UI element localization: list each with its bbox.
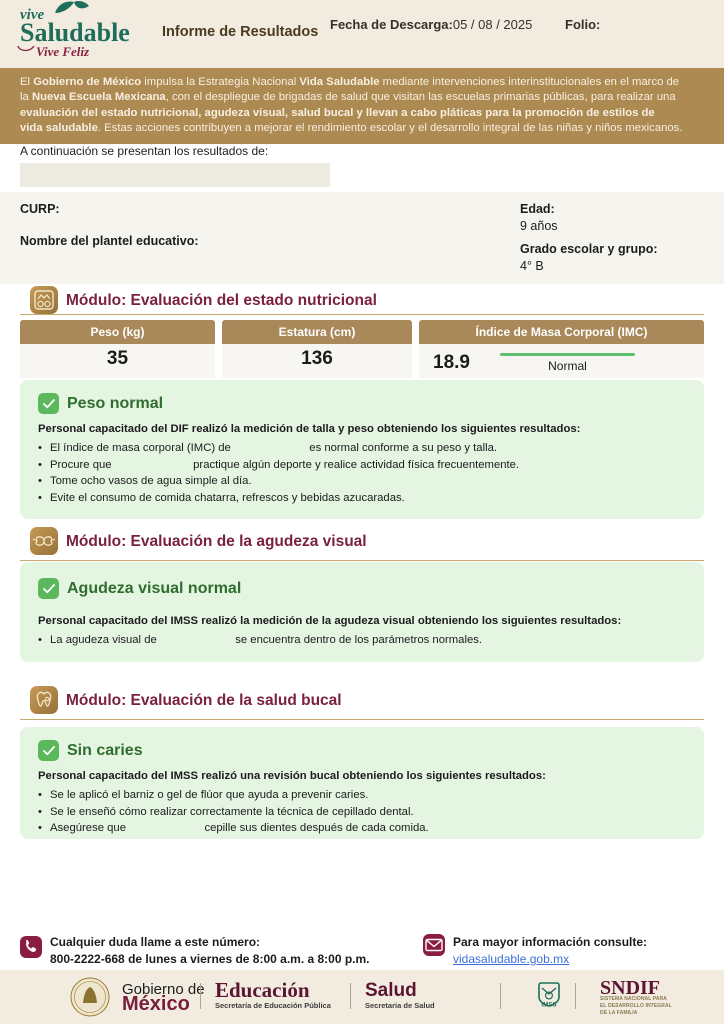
svg-text:IMSS: IMSS	[541, 1002, 556, 1009]
